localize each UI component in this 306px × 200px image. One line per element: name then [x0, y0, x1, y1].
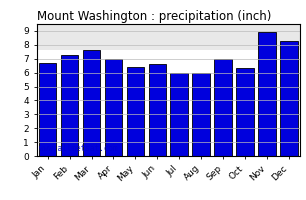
- Text: www.allmetsat.com: www.allmetsat.com: [39, 144, 118, 153]
- Bar: [105, 59, 122, 156]
- Bar: [83, 50, 100, 156]
- Bar: [37, 24, 300, 50]
- Bar: [148, 64, 166, 156]
- Bar: [258, 32, 276, 156]
- Bar: [192, 73, 210, 156]
- Text: Mount Washington : precipitation (inch): Mount Washington : precipitation (inch): [37, 10, 271, 23]
- Bar: [170, 73, 188, 156]
- Bar: [280, 41, 298, 156]
- Bar: [39, 63, 56, 156]
- Bar: [214, 59, 232, 156]
- Bar: [127, 67, 144, 156]
- Bar: [61, 55, 78, 156]
- Bar: [236, 68, 254, 156]
